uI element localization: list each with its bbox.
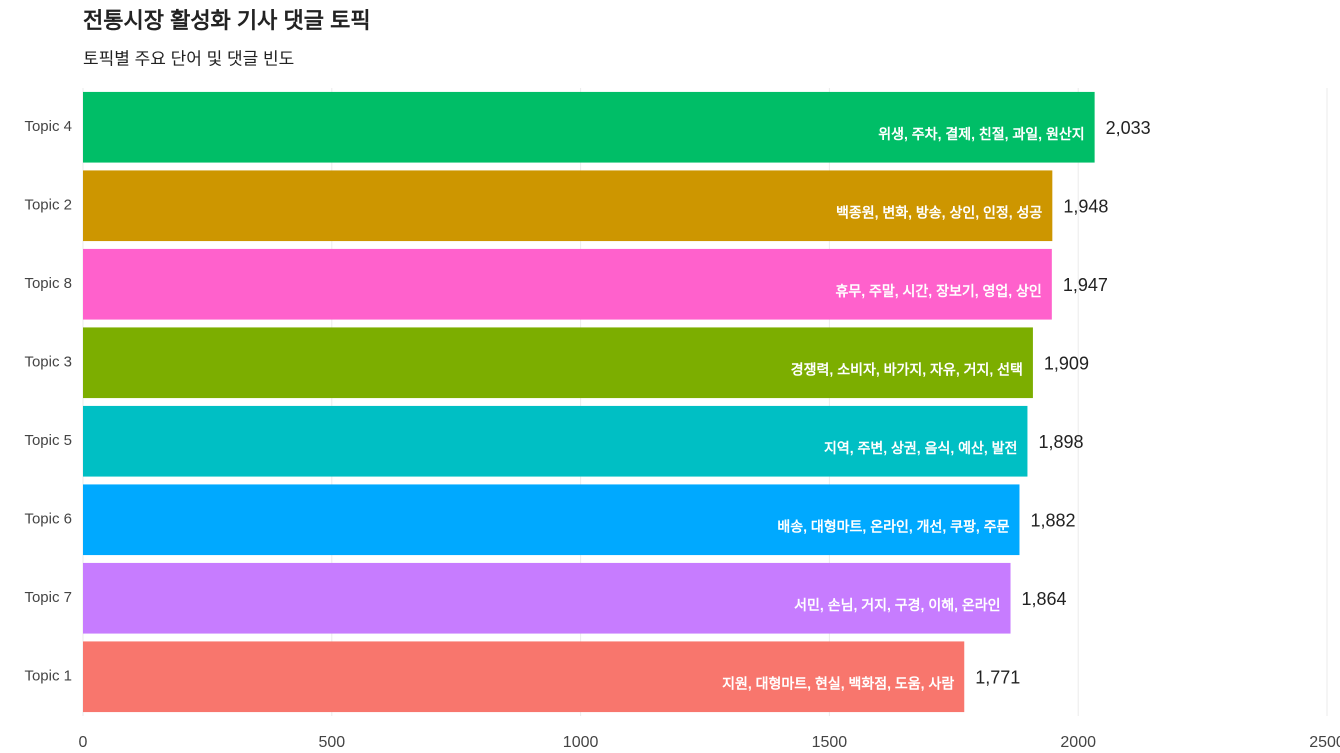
value-label: 1,948 [1063, 197, 1108, 217]
chart-subtitle: 토픽별 주요 단어 및 댓글 빈도 [83, 49, 294, 68]
bar-label: 위생, 주차, 결제, 친절, 과일, 원산지 [878, 126, 1084, 142]
value-label: 1,771 [975, 668, 1020, 688]
x-tick-label: 2000 [1060, 734, 1096, 751]
value-label: 1,909 [1044, 354, 1089, 374]
y-tick-label: Topic 4 [24, 118, 72, 135]
y-tick-label: Topic 1 [24, 668, 72, 685]
bar-label: 배송, 대형마트, 온라인, 개선, 쿠팡, 주문 [777, 518, 1009, 534]
value-label: 1,882 [1030, 511, 1075, 531]
bar-label: 지원, 대형마트, 현실, 백화점, 도움, 사람 [722, 675, 954, 691]
bar-label: 지역, 주변, 상권, 음식, 예산, 발전 [824, 440, 1017, 456]
x-tick-label: 0 [79, 734, 88, 751]
value-label: 1,898 [1038, 432, 1083, 452]
bar-label: 경쟁력, 소비자, 바가지, 자유, 거지, 선택 [791, 361, 1023, 377]
bar [83, 405, 1028, 477]
bar [83, 484, 1020, 556]
y-tick-label: Topic 6 [24, 511, 72, 528]
bar [83, 641, 965, 713]
bar [83, 327, 1033, 399]
y-tick-label: Topic 2 [24, 197, 72, 214]
x-tick-label: 1000 [563, 734, 599, 751]
y-tick-label: Topic 8 [24, 275, 72, 292]
bar [83, 248, 1052, 320]
y-tick-label: Topic 7 [24, 589, 72, 606]
y-tick-label: Topic 3 [24, 354, 72, 371]
bar-label: 서민, 손님, 거지, 구경, 이해, 온라인 [794, 597, 1000, 613]
bar [83, 91, 1095, 163]
value-label: 1,947 [1063, 275, 1108, 295]
bar [83, 170, 1053, 242]
bar-label: 백종원, 변화, 방송, 상인, 인정, 성공 [836, 204, 1042, 220]
value-label: 2,033 [1106, 118, 1151, 138]
bar-label: 휴무, 주말, 시간, 장보기, 영업, 상인 [835, 283, 1041, 299]
value-label: 1,864 [1022, 589, 1067, 609]
y-tick-label: Topic 5 [24, 432, 72, 449]
bar [83, 562, 1011, 634]
chart-title: 전통시장 활성화 기사 댓글 토픽 [83, 8, 371, 33]
x-tick-label: 1500 [812, 734, 848, 751]
x-tick-label: 500 [318, 734, 345, 751]
x-tick-label: 2500 [1309, 734, 1340, 751]
